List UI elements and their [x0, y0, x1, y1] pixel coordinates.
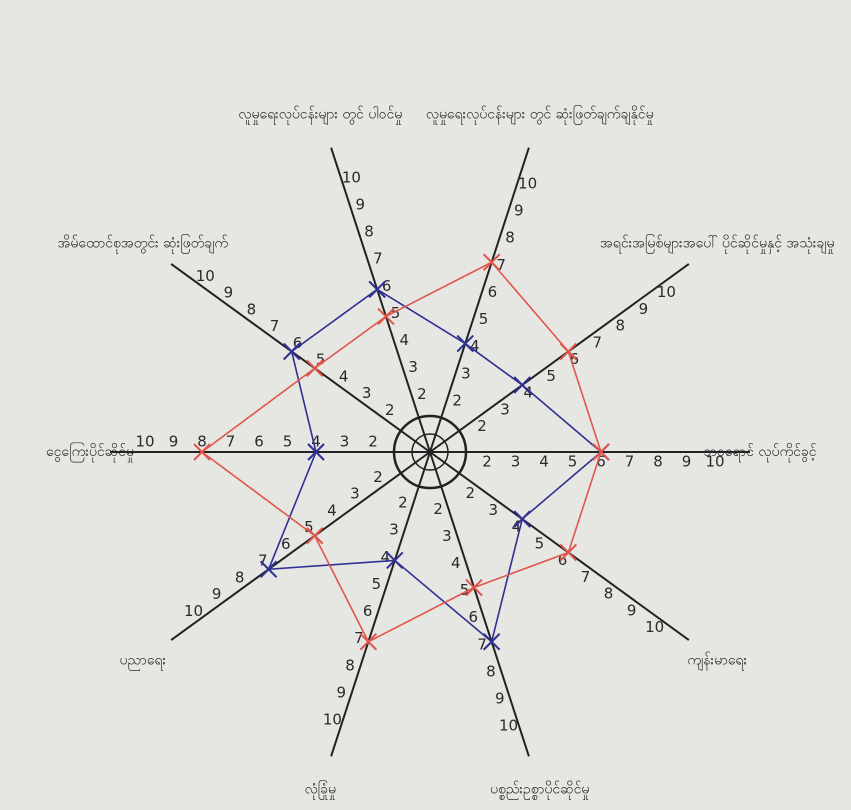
tick-label: 7 — [581, 568, 591, 586]
tick-label: 8 — [616, 317, 626, 335]
tick-label: 6 — [382, 277, 392, 295]
tick-label: 7 — [354, 629, 364, 647]
axis-label: အရင်းအမြစ်များအပေါ် ပိုင်ဆိုင်မှုနှင့် အ… — [600, 234, 835, 253]
tick-label: 2 — [452, 391, 462, 409]
tick-label: 7 — [226, 433, 236, 451]
tick-label: 10 — [342, 168, 361, 186]
tick-label: 3 — [461, 364, 471, 382]
tick-label: 4 — [339, 367, 349, 385]
tick-label: 4 — [451, 554, 461, 572]
tick-label: 3 — [389, 521, 399, 539]
axis-label: လူမှုရေးလုပ်ငန်းများ တွင် ပါဝင်မှု — [238, 106, 402, 124]
tick-label: 8 — [505, 229, 515, 247]
axis-label: ပညာရေး — [120, 653, 167, 671]
axis-label: လူမှုရေးလုပ်ငန်းများ တွင် ဆုံးဖြတ်ချက်ချ… — [426, 105, 654, 124]
tick-label: 5 — [546, 367, 556, 385]
tick-label: 2 — [482, 453, 492, 471]
tick-label: 2 — [465, 484, 475, 502]
tick-label: 10 — [657, 283, 676, 301]
chart: 2345678910ဘဝရောင် လုပ်ကိုင်ခွင့်23456789… — [0, 0, 851, 810]
tick-label: 10 — [196, 267, 215, 285]
tick-label: 3 — [362, 384, 372, 402]
tick-label: 3 — [408, 358, 418, 376]
tick-label: 9 — [169, 433, 179, 451]
tick-label: 10 — [184, 602, 203, 620]
tick-label: 2 — [433, 500, 443, 518]
tick-label: 2 — [385, 401, 395, 419]
axis-label: ကျန်းမာရေး — [687, 653, 747, 671]
tick-label: 2 — [368, 433, 378, 451]
axis-label: လုံခြုံမှု — [305, 781, 336, 800]
tick-label: 2 — [398, 494, 408, 512]
tick-label: 7 — [270, 317, 280, 335]
tick-label: 6 — [488, 283, 498, 301]
tick-label: 3 — [350, 485, 360, 503]
tick-label: 8 — [235, 568, 245, 586]
tick-label: 9 — [682, 453, 692, 471]
axis-label: ဘဝရောင် လုပ်ကိုင်ခွင့် — [703, 444, 816, 462]
tick-label: 7 — [625, 453, 635, 471]
tick-label: 9 — [212, 585, 222, 603]
tick-label: 2 — [477, 417, 487, 435]
tick-label: 9 — [355, 195, 365, 213]
tick-label: 10 — [499, 717, 518, 735]
tick-label: 4 — [539, 453, 549, 471]
tick-label: 10 — [518, 175, 537, 193]
tick-label: 5 — [479, 310, 489, 328]
tick-label: 5 — [372, 575, 382, 593]
tick-label: 7 — [496, 256, 506, 274]
tick-label: 3 — [340, 433, 350, 451]
tick-label: 10 — [135, 433, 154, 451]
tick-label: 4 — [327, 501, 337, 519]
tick-label: 8 — [486, 662, 496, 680]
tick-label: 10 — [323, 710, 342, 728]
tick-label: 8 — [345, 656, 355, 674]
tick-label: 5 — [568, 453, 578, 471]
tick-label: 6 — [281, 535, 291, 553]
tick-label: 6 — [254, 433, 264, 451]
tick-label: 8 — [653, 453, 663, 471]
tick-label: 9 — [495, 690, 505, 708]
tick-label: 9 — [639, 300, 649, 318]
axis-label: ပစ္စည်းဥစ္စာပိုင်ဆိုင်မှု — [490, 782, 589, 800]
tick-label: 2 — [417, 385, 427, 403]
tick-label: 8 — [364, 223, 374, 241]
tick-label: 9 — [627, 601, 637, 619]
tick-label: 7 — [477, 635, 487, 653]
tick-label: 5 — [535, 534, 545, 552]
tick-label: 7 — [593, 333, 603, 351]
tick-label: 9 — [514, 202, 524, 220]
tick-label: 6 — [363, 602, 373, 620]
tick-label: 4 — [380, 548, 390, 566]
tick-label: 3 — [511, 453, 521, 471]
tick-label: 8 — [247, 300, 257, 318]
tick-label: 9 — [336, 683, 346, 701]
tick-label: 5 — [283, 433, 293, 451]
axis-label: ငွေကြေးပိုင်ဆိုင်မှု — [46, 443, 134, 462]
tick-label: 3 — [442, 527, 452, 545]
tick-label: 7 — [373, 250, 383, 268]
tick-label: 3 — [500, 400, 510, 418]
tick-label: 9 — [224, 284, 234, 302]
axis-label: အိမ်ထောင်စုအတွင်း ဆုံးဖြတ်ချက် — [58, 234, 229, 253]
tick-label: 10 — [645, 618, 664, 636]
tick-label: 8 — [604, 585, 614, 603]
tick-label: 2 — [373, 468, 383, 486]
tick-label: 3 — [489, 501, 499, 519]
tick-label: 4 — [400, 331, 410, 349]
